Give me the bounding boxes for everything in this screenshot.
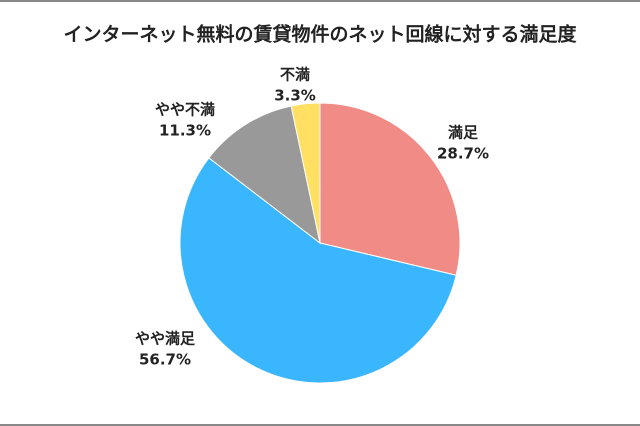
pie-slice	[290, 102, 321, 244]
slice-label: 不満	[280, 66, 310, 84]
slice-label: やや満足	[135, 330, 196, 348]
slice-value-label: 11.3%	[159, 122, 211, 140]
slice-label: やや不満	[155, 101, 215, 119]
pie-slice	[208, 105, 321, 245]
slice-label: 満足	[448, 124, 479, 142]
chart-title: インターネット無料の賃貸物件のネット回線に対する満足度	[63, 23, 577, 46]
slice-value-label: 56.7%	[139, 351, 191, 369]
slice-value-label: 28.7%	[437, 145, 489, 163]
slice-value-label: 3.3%	[274, 87, 316, 105]
pie-slice	[319, 102, 461, 276]
pie-slice	[179, 157, 457, 384]
